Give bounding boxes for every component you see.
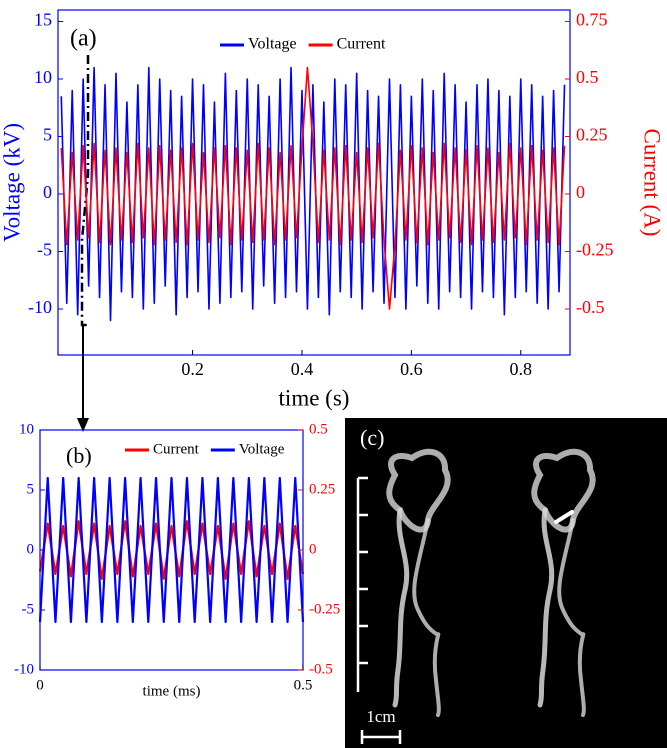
y2-tick-label: 0.5 [576, 67, 599, 87]
x-tick-label: 0.5 [294, 677, 313, 693]
y2-tick-label: -0.25 [309, 601, 340, 617]
y-tick-label: 5 [43, 125, 52, 145]
y-tick-label: 10 [19, 421, 34, 437]
scale-label: 1cm [366, 707, 395, 726]
x-tick-label: 0.6 [400, 359, 423, 379]
plot-panel: -10 -5 0 5 10 15 -0.5 -0.25 0 0.25 0.5 0.75 0.2 0.4 0.… [0, 9, 665, 410]
y2-tick-label: 0.5 [309, 421, 328, 437]
x-tick-label: 0.8 [510, 359, 533, 379]
y2-tick-label: -0.5 [309, 661, 333, 677]
series-line [38, 520, 305, 580]
panel-label: (b) [66, 443, 92, 468]
y-tick-label: -5 [37, 240, 52, 260]
x-tick-label: 0.2 [181, 359, 204, 379]
x-tick-label: 0.4 [291, 359, 314, 379]
legend-label: Voltage [248, 36, 297, 53]
legend-label: Voltage [239, 441, 285, 457]
y2-tick-label: -0.25 [576, 240, 614, 260]
y-tick-label: -10 [14, 661, 34, 677]
legend-label: Current [153, 441, 200, 457]
scale-bar [356, 476, 402, 744]
y2-tick-label: -0.5 [576, 297, 605, 317]
y-axis-label: Voltage (kV) [0, 123, 24, 242]
y2-tick-label: 0 [309, 541, 317, 557]
discharge-filaments [386, 448, 596, 717]
x-tick-label: 0 [36, 677, 44, 693]
y2-tick-label: 0 [576, 182, 585, 202]
y-tick-label: 10 [34, 67, 52, 87]
plot-frame [57, 9, 571, 356]
y-tick-label: -5 [22, 601, 35, 617]
photo-panel: (c) 1cm [345, 418, 667, 748]
legend-label: Current [337, 36, 386, 53]
x-axis-label: time (s) [279, 385, 350, 410]
y-tick-label: 0 [27, 541, 35, 557]
y2-tick-label: 0.25 [576, 125, 608, 145]
panel-label: (c) [360, 425, 384, 450]
y-tick-label: 5 [27, 481, 35, 497]
y2-axis-label: Current (A) [640, 129, 665, 237]
zoom-marker [77, 55, 90, 432]
series-line [60, 66, 566, 310]
plot-panel: -10 -5 0 5 10 -0.5 -0.25 0 0.25 0.5 0 0.5 time (ms) (… [14, 421, 340, 699]
y-tick-label: 0 [43, 182, 52, 202]
y-tick-label: -10 [28, 297, 52, 317]
series-line [38, 476, 305, 624]
y2-tick-label: 0.25 [309, 481, 335, 497]
x-axis-label: time (ms) [143, 683, 201, 699]
series-line [60, 66, 566, 322]
y-tick-label: 15 [34, 10, 52, 30]
panel-label: (a) [70, 26, 97, 52]
y2-tick-label: 0.75 [576, 10, 608, 30]
